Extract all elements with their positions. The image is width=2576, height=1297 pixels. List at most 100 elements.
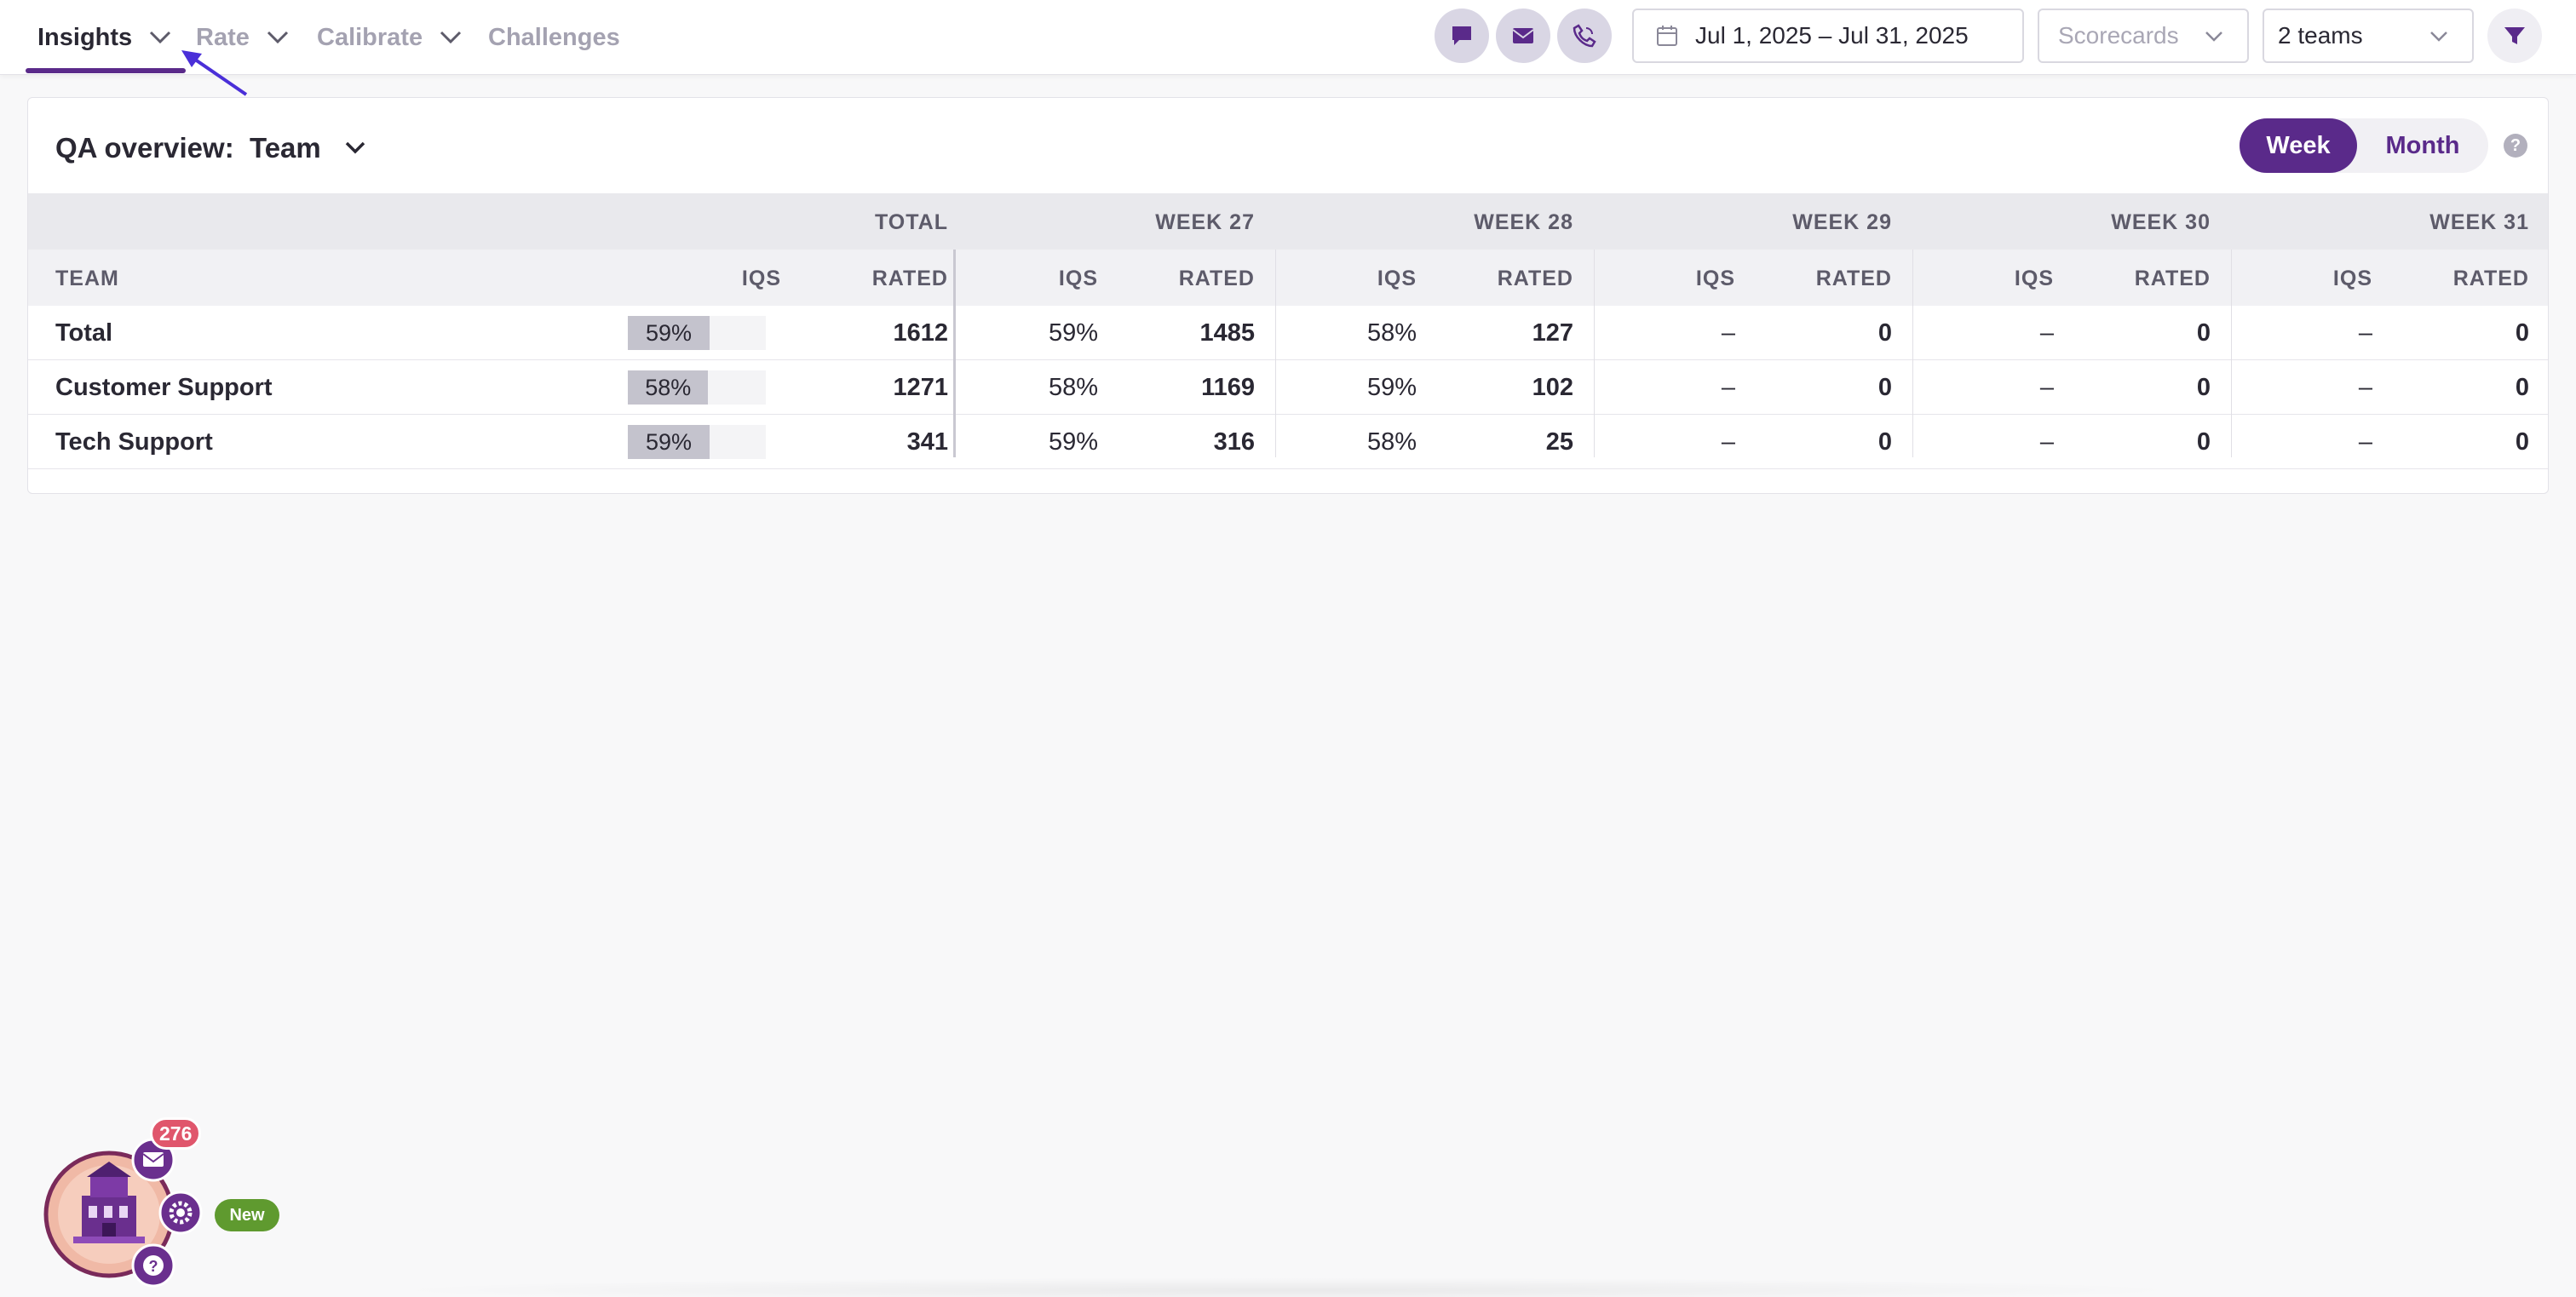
- col-header-w28-rated[interactable]: RATED: [1497, 267, 1573, 290]
- col-header-w31-iqs[interactable]: IQS: [2332, 267, 2372, 290]
- nav-insights[interactable]: Insights: [37, 0, 171, 75]
- row-team-name: Total: [55, 319, 113, 347]
- gear-icon: [169, 1201, 193, 1225]
- qa-overview-card: QA overview: Team Week Month ? TOTAL WEE…: [27, 97, 2549, 494]
- w30-iqs: –: [2039, 373, 2054, 401]
- group-header-week-29: WEEK 29: [1792, 210, 1892, 234]
- chevron-down-icon: [2430, 32, 2447, 42]
- w28-iqs: 58%: [1366, 428, 1417, 456]
- teams-select[interactable]: 2 teams: [2263, 9, 2474, 63]
- w29-iqs: –: [1721, 319, 1735, 347]
- pointer-arrow-icon: [181, 50, 248, 96]
- column-divider: [1594, 250, 1595, 457]
- group-header-week-28: WEEK 28: [1474, 210, 1573, 234]
- table-row[interactable]: Total 59% 1612 59% 1485 58% 127 – 0 – 0 …: [28, 306, 2548, 360]
- iqs-bar-fill: 59%: [628, 425, 710, 459]
- table-column-header: TEAM IQS RATED IQS RATED IQS RATED IQS R…: [28, 250, 2548, 306]
- col-header-w30-rated[interactable]: RATED: [2134, 267, 2211, 290]
- column-divider: [953, 250, 956, 457]
- svg-text:?: ?: [149, 1258, 158, 1275]
- new-badge: New: [215, 1199, 279, 1231]
- iqs-bar: 59%: [628, 425, 766, 459]
- w31-rated: 0: [2515, 428, 2529, 456]
- chevron-down-icon: [440, 31, 462, 44]
- w28-rated: 127: [1532, 319, 1573, 347]
- inbox-icon: [143, 1152, 164, 1167]
- w28-rated: 25: [1545, 428, 1573, 456]
- w31-iqs: –: [2358, 319, 2372, 347]
- w30-rated: 0: [2196, 428, 2211, 456]
- col-header-w27-iqs[interactable]: IQS: [1058, 267, 1098, 290]
- w30-iqs: –: [2039, 428, 2054, 456]
- group-header-week-27: WEEK 27: [1155, 210, 1255, 234]
- table-row[interactable]: Customer Support 58% 1271 58% 1169 59% 1…: [28, 360, 2548, 415]
- building-icon: [73, 1162, 145, 1243]
- col-header-w27-rated[interactable]: RATED: [1178, 267, 1255, 290]
- w27-iqs: 58%: [1048, 373, 1098, 401]
- w27-rated: 1169: [1201, 373, 1255, 401]
- period-toggle: Week Month: [2240, 118, 2488, 173]
- column-divider: [1275, 250, 1276, 457]
- top-bar: Insights Rate Calibrate Challenges Jul 1…: [0, 0, 2576, 96]
- w27-rated: 1485: [1199, 319, 1255, 347]
- w29-rated: 0: [1877, 373, 1892, 401]
- total-rated: 1271: [893, 373, 948, 401]
- table-group-header: TOTAL WEEK 27 WEEK 28 WEEK 29 WEEK 30 WE…: [28, 193, 2548, 250]
- column-divider: [2231, 250, 2232, 457]
- question-icon: [143, 1255, 164, 1276]
- col-header-w31-rated[interactable]: RATED: [2452, 267, 2529, 290]
- iqs-bar: 58%: [628, 370, 766, 405]
- chevron-down-icon: [345, 141, 365, 154]
- help-icon[interactable]: ?: [2504, 134, 2527, 158]
- nav-insights-label: Insights: [37, 23, 133, 51]
- bottom-shadow: [375, 1277, 2198, 1297]
- group-header-week-30: WEEK 30: [2111, 210, 2211, 234]
- nav-rate[interactable]: Rate: [196, 0, 289, 75]
- gamification-widget[interactable]: ?: [39, 1124, 295, 1294]
- overview-group-select[interactable]: Team: [250, 132, 365, 164]
- col-header-total-rated[interactable]: RATED: [871, 267, 948, 290]
- email-channel-button[interactable]: [1496, 9, 1550, 63]
- row-team-name: Customer Support: [55, 373, 273, 401]
- chevron-down-icon: [267, 31, 288, 44]
- iqs-bar: 59%: [628, 316, 766, 350]
- nav-calibrate[interactable]: Calibrate: [317, 0, 462, 75]
- group-header-week-31: WEEK 31: [2429, 210, 2529, 234]
- date-range-picker[interactable]: Jul 1, 2025 – Jul 31, 2025: [1632, 9, 2024, 63]
- card-header: QA overview: Team Week Month ?: [28, 98, 2548, 193]
- scorecards-select[interactable]: Scorecards: [2038, 9, 2249, 63]
- w29-iqs: –: [1721, 373, 1735, 401]
- nav-calibrate-label: Calibrate: [317, 23, 423, 51]
- period-week-button[interactable]: Week: [2240, 118, 2357, 173]
- w29-rated: 0: [1877, 428, 1892, 456]
- group-header-total: TOTAL: [874, 210, 948, 234]
- col-header-w30-iqs[interactable]: IQS: [2014, 267, 2054, 290]
- filter-icon: [2504, 27, 2525, 44]
- iqs-bar-fill: 58%: [628, 370, 709, 405]
- teams-value: 2 teams: [2278, 22, 2363, 49]
- col-header-w28-iqs[interactable]: IQS: [1377, 267, 1417, 290]
- chevron-down-icon: [2205, 32, 2222, 42]
- period-month-button[interactable]: Month: [2385, 131, 2460, 159]
- chat-icon: [1452, 26, 1471, 45]
- w30-rated: 0: [2196, 373, 2211, 401]
- phone-icon: [1573, 24, 1596, 48]
- overview-group-value: Team: [250, 132, 321, 164]
- w27-iqs: 59%: [1048, 319, 1098, 347]
- w30-iqs: –: [2039, 319, 2054, 347]
- col-header-total-iqs[interactable]: IQS: [741, 267, 781, 290]
- email-icon: [1512, 28, 1534, 43]
- filter-button[interactable]: [2487, 9, 2542, 63]
- w27-rated: 316: [1213, 428, 1255, 456]
- w31-rated: 0: [2515, 319, 2529, 347]
- col-header-team[interactable]: TEAM: [55, 267, 119, 290]
- col-header-w29-iqs[interactable]: IQS: [1695, 267, 1735, 290]
- col-header-w29-rated[interactable]: RATED: [1815, 267, 1892, 290]
- column-divider: [1912, 250, 1913, 457]
- table-row[interactable]: Tech Support 59% 341 59% 316 58% 25 – 0 …: [28, 415, 2548, 469]
- nav-challenges[interactable]: Challenges: [488, 0, 620, 75]
- phone-channel-button[interactable]: [1557, 9, 1612, 63]
- w27-iqs: 59%: [1048, 428, 1098, 456]
- w29-iqs: –: [1721, 428, 1735, 456]
- chat-channel-button[interactable]: [1435, 9, 1489, 63]
